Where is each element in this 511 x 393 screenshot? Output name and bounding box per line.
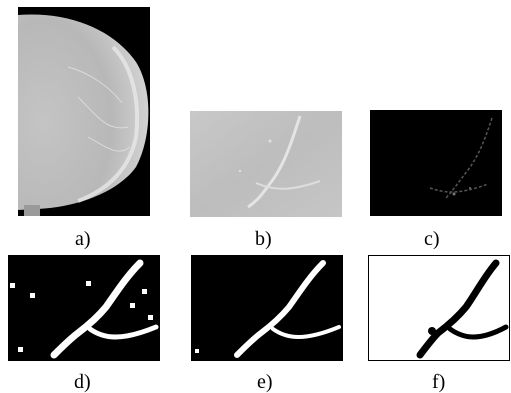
panel-c-filtered bbox=[370, 110, 502, 216]
caption-f: f) bbox=[432, 371, 446, 393]
panel-f-inverted bbox=[368, 255, 510, 361]
caption-c: c) bbox=[424, 228, 440, 250]
panel-d-binary bbox=[8, 255, 160, 361]
panel-b-roi bbox=[190, 111, 342, 217]
caption-d: d) bbox=[74, 371, 91, 393]
caption-a: a) bbox=[75, 228, 91, 250]
caption-b: b) bbox=[255, 228, 272, 250]
panel-e-cleaned bbox=[191, 255, 343, 361]
caption-e: e) bbox=[257, 371, 273, 393]
panel-a-mammogram bbox=[18, 7, 150, 216]
